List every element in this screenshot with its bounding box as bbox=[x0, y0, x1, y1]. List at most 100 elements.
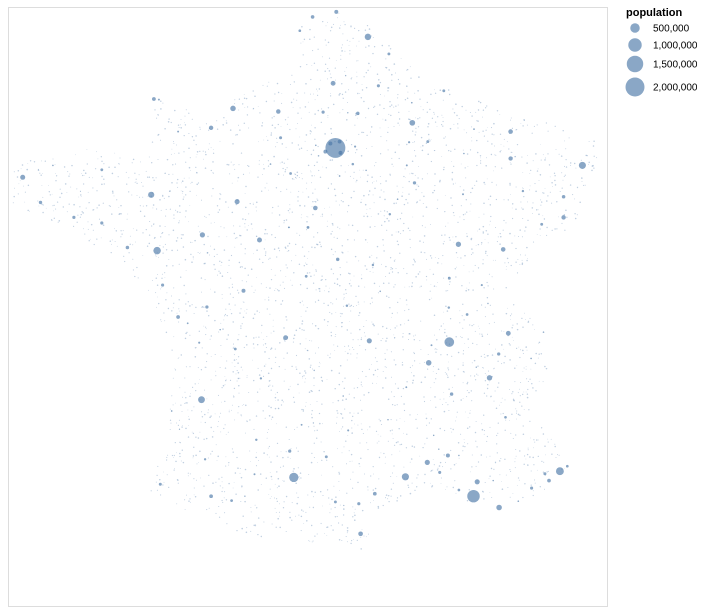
commune-point bbox=[361, 131, 363, 134]
commune-point bbox=[525, 346, 527, 348]
commune-point bbox=[504, 355, 506, 358]
commune-point bbox=[402, 387, 405, 390]
commune-point bbox=[342, 33, 344, 35]
commune-point bbox=[521, 317, 523, 320]
commune-point bbox=[282, 456, 284, 459]
commune-point bbox=[178, 152, 180, 154]
commune-point bbox=[324, 133, 326, 135]
commune-point bbox=[254, 313, 256, 315]
commune-point bbox=[534, 480, 535, 482]
commune-point bbox=[471, 454, 473, 456]
commune-point bbox=[312, 422, 314, 424]
city-point bbox=[447, 306, 451, 309]
commune-point bbox=[335, 200, 337, 202]
commune-point bbox=[321, 403, 323, 405]
commune-point bbox=[390, 495, 392, 497]
commune-point bbox=[426, 437, 428, 439]
commune-point bbox=[386, 229, 388, 231]
commune-point bbox=[436, 286, 438, 288]
commune-point bbox=[330, 214, 332, 216]
commune-point bbox=[164, 172, 166, 174]
commune-point bbox=[265, 100, 268, 103]
commune-point bbox=[457, 257, 459, 258]
commune-point bbox=[291, 74, 293, 76]
commune-point bbox=[333, 282, 336, 285]
commune-point bbox=[495, 154, 497, 156]
commune-point bbox=[347, 102, 349, 103]
commune-point bbox=[250, 223, 253, 225]
commune-point bbox=[449, 127, 452, 130]
commune-point bbox=[526, 259, 528, 262]
commune-point bbox=[162, 246, 164, 248]
commune-point bbox=[383, 107, 385, 110]
commune-point bbox=[367, 174, 369, 176]
commune-point bbox=[334, 336, 336, 337]
commune-point bbox=[200, 199, 203, 201]
commune-point bbox=[426, 173, 428, 175]
commune-point bbox=[404, 168, 406, 170]
commune-point bbox=[289, 448, 291, 450]
commune-point bbox=[298, 148, 301, 150]
commune-point bbox=[18, 183, 20, 185]
commune-point bbox=[486, 105, 488, 107]
commune-point bbox=[340, 315, 342, 317]
commune-point bbox=[516, 365, 518, 367]
commune-point bbox=[527, 447, 529, 449]
commune-point bbox=[398, 157, 400, 160]
commune-point bbox=[492, 313, 494, 315]
commune-point bbox=[439, 427, 441, 430]
city-point bbox=[530, 357, 532, 360]
commune-point bbox=[399, 324, 402, 326]
commune-point bbox=[208, 474, 210, 477]
commune-point bbox=[515, 347, 518, 350]
commune-point bbox=[246, 114, 249, 116]
commune-point bbox=[341, 399, 344, 401]
commune-point bbox=[543, 192, 545, 194]
commune-point bbox=[495, 198, 498, 201]
commune-point bbox=[232, 371, 234, 373]
commune-point bbox=[311, 182, 313, 184]
commune-point bbox=[292, 341, 294, 343]
commune-point bbox=[151, 280, 153, 282]
commune-point bbox=[428, 422, 431, 424]
commune-point bbox=[391, 312, 393, 315]
commune-point bbox=[412, 172, 414, 175]
commune-point bbox=[342, 426, 344, 428]
commune-point bbox=[169, 408, 171, 410]
commune-point bbox=[252, 108, 254, 110]
commune-point bbox=[276, 471, 278, 473]
commune-point bbox=[439, 329, 441, 331]
city-point bbox=[486, 375, 493, 381]
commune-point bbox=[543, 488, 546, 490]
commune-point bbox=[461, 285, 463, 287]
commune-point bbox=[225, 499, 228, 501]
commune-point bbox=[375, 430, 378, 433]
commune-point bbox=[214, 413, 216, 415]
commune-point bbox=[242, 515, 244, 517]
commune-point bbox=[292, 107, 294, 108]
commune-point bbox=[326, 225, 328, 227]
commune-point bbox=[514, 155, 516, 157]
commune-point bbox=[482, 259, 484, 261]
commune-point bbox=[219, 198, 221, 200]
commune-point bbox=[118, 213, 121, 215]
commune-point bbox=[302, 54, 304, 56]
city-point bbox=[376, 84, 380, 88]
city-point bbox=[337, 139, 342, 144]
commune-point bbox=[463, 439, 465, 440]
commune-point bbox=[419, 199, 421, 201]
commune-point bbox=[240, 476, 243, 479]
commune-point bbox=[308, 251, 310, 253]
commune-point bbox=[254, 525, 256, 527]
commune-point bbox=[538, 353, 540, 355]
commune-point bbox=[385, 265, 387, 268]
commune-point bbox=[402, 333, 404, 334]
commune-point bbox=[80, 213, 82, 216]
commune-point bbox=[350, 279, 351, 281]
commune-point bbox=[540, 143, 541, 145]
commune-point bbox=[371, 146, 373, 147]
commune-point bbox=[340, 413, 343, 415]
commune-point bbox=[395, 231, 397, 233]
commune-point bbox=[301, 26, 303, 28]
city-point bbox=[347, 429, 350, 432]
